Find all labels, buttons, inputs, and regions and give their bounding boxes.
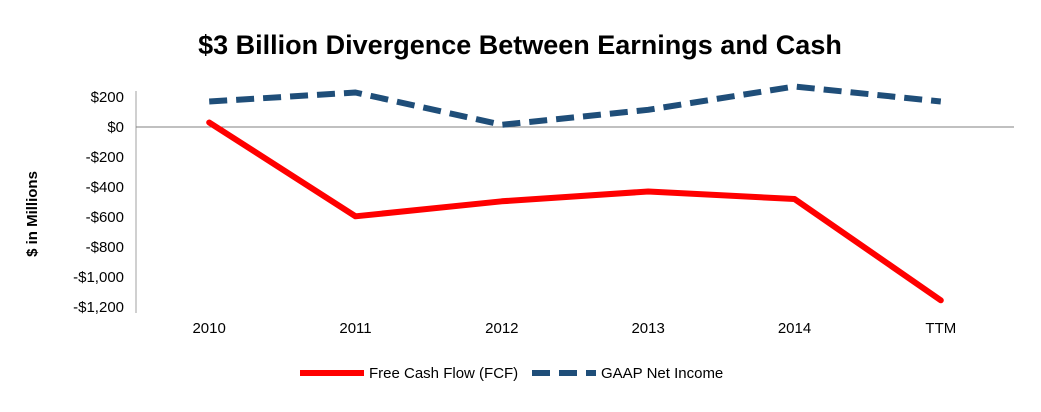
legend: Free Cash Flow (FCF) GAAP Net Income xyxy=(300,365,723,382)
y-tick-label: -$400 xyxy=(86,179,124,196)
x-tick-label: 2010 xyxy=(192,320,225,337)
y-tick-label: $200 xyxy=(91,89,124,106)
series-line-fcf xyxy=(206,119,944,304)
x-tick-label: 2011 xyxy=(339,320,371,337)
x-tick-label: 2013 xyxy=(631,320,664,337)
series-line-gaap-net-income xyxy=(209,83,942,128)
y-tick-label: -$800 xyxy=(86,239,124,256)
legend-label: Free Cash Flow (FCF) xyxy=(369,365,518,382)
x-tick-label: 2014 xyxy=(778,320,811,337)
x-tick-label: 2012 xyxy=(485,320,518,337)
legend-label: GAAP Net Income xyxy=(601,365,723,382)
y-tick-label: $0 xyxy=(107,119,124,136)
y-tick-label: -$1,000 xyxy=(73,269,124,286)
plot-area: $200 $0 -$200 -$400 -$600 -$800 -$1,000 -$1,200… xyxy=(73,83,1014,337)
y-tick-label: -$600 xyxy=(86,209,124,226)
chart-title: $3 Billion Divergence Between Earnings a… xyxy=(198,30,842,60)
y-tick-label: -$1,200 xyxy=(73,299,124,316)
y-tick-label: -$200 xyxy=(86,149,124,166)
y-axis-label: $ in Millions xyxy=(24,171,41,257)
x-tick-label: TTM xyxy=(925,320,956,337)
